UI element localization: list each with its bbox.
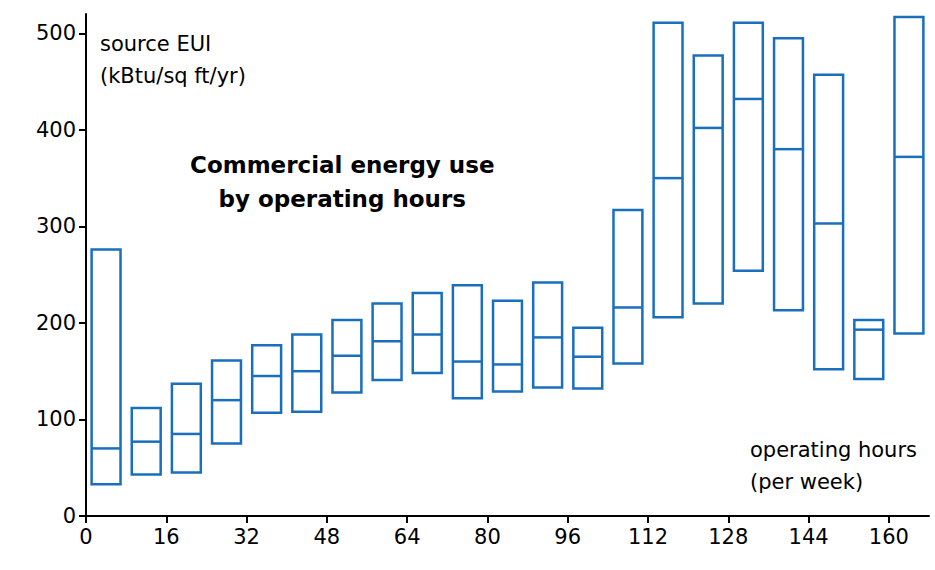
- svg-text:80: 80: [474, 525, 501, 549]
- svg-text:(per week): (per week): [750, 470, 863, 494]
- svg-text:48: 48: [313, 525, 340, 549]
- svg-text:32: 32: [233, 525, 260, 549]
- svg-text:160: 160: [869, 525, 909, 549]
- svg-text:Commercial energy use: Commercial energy use: [190, 152, 495, 178]
- svg-text:200: 200: [36, 311, 76, 335]
- svg-text:112: 112: [628, 525, 668, 549]
- svg-text:128: 128: [708, 525, 748, 549]
- svg-text:96: 96: [554, 525, 581, 549]
- svg-text:source EUI: source EUI: [100, 32, 211, 56]
- svg-text:0: 0: [79, 525, 92, 549]
- svg-text:by operating hours: by operating hours: [219, 186, 467, 212]
- svg-text:400: 400: [36, 118, 76, 142]
- svg-text:144: 144: [789, 525, 829, 549]
- svg-text:operating hours: operating hours: [750, 438, 917, 462]
- svg-text:500: 500: [36, 21, 76, 45]
- svg-text:16: 16: [153, 525, 180, 549]
- svg-text:64: 64: [394, 525, 421, 549]
- svg-text:300: 300: [36, 214, 76, 238]
- svg-text:0: 0: [63, 504, 76, 528]
- svg-text:(kBtu/sq ft/yr): (kBtu/sq ft/yr): [100, 64, 246, 88]
- svg-text:100: 100: [36, 407, 76, 431]
